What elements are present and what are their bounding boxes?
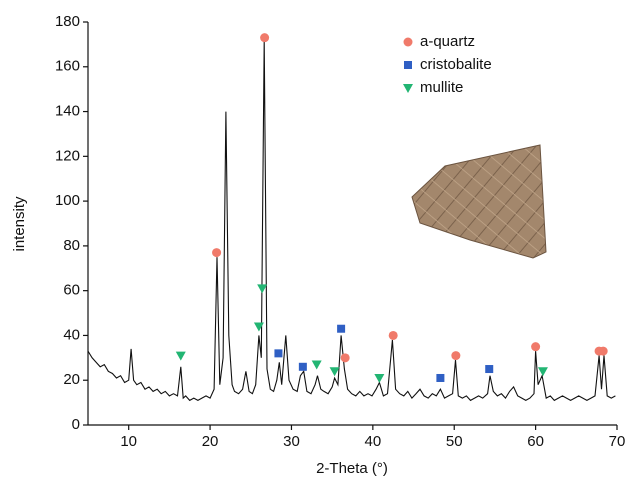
xrd-trace <box>87 39 616 402</box>
y-tick-label: 160 <box>55 58 80 75</box>
x-tick-label: 10 <box>120 433 137 450</box>
marker <box>212 248 222 258</box>
marker <box>436 373 445 382</box>
legend-label: mullite <box>420 79 463 96</box>
x-tick-label: 70 <box>609 433 626 450</box>
x-axis-label: 2-Theta (°) <box>316 460 388 477</box>
marker <box>388 330 398 340</box>
y-tick-label: 0 <box>72 416 80 433</box>
y-axis-label: intensity <box>11 196 28 252</box>
marker <box>329 367 340 377</box>
y-tick-label: 120 <box>55 147 80 164</box>
x-tick-label: 20 <box>202 433 219 450</box>
marker <box>451 351 461 361</box>
x-tick-label: 30 <box>283 433 300 450</box>
x-tick-label: 60 <box>527 433 544 450</box>
marker <box>257 284 268 294</box>
y-tick-label: 20 <box>63 371 80 388</box>
y-tick-label: 100 <box>55 192 80 209</box>
x-tick-label: 40 <box>365 433 382 450</box>
marker <box>485 365 494 374</box>
marker <box>175 351 186 361</box>
marker <box>403 37 413 47</box>
marker <box>531 342 541 352</box>
marker <box>298 362 307 371</box>
legend-label: cristobalite <box>420 56 492 73</box>
marker <box>337 324 346 333</box>
marker <box>403 84 413 93</box>
legend-label: a-quartz <box>420 33 475 50</box>
marker <box>340 353 350 363</box>
x-tick-label: 50 <box>446 433 463 450</box>
marker <box>253 322 264 332</box>
y-tick-label: 140 <box>55 103 80 120</box>
marker <box>537 367 548 377</box>
marker <box>374 373 385 383</box>
marker <box>260 33 270 43</box>
shard-photo <box>411 144 547 259</box>
marker <box>598 346 608 356</box>
y-tick-label: 60 <box>63 282 80 299</box>
marker <box>311 360 322 370</box>
y-tick-label: 40 <box>63 326 80 343</box>
y-tick-label: 80 <box>63 237 80 254</box>
marker <box>404 61 412 69</box>
y-tick-label: 180 <box>55 13 80 30</box>
marker <box>274 349 283 358</box>
